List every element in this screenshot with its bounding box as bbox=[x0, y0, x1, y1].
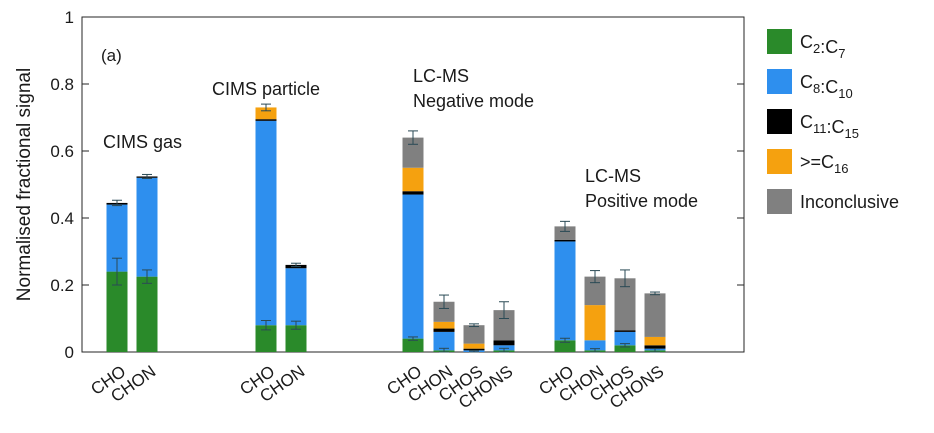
y-axis-label: Normalised fractional signal bbox=[14, 68, 35, 301]
legend-label: >=C16 bbox=[800, 152, 849, 176]
y-tick-label: 0.6 bbox=[50, 142, 74, 161]
y-tick-label: 0.2 bbox=[50, 276, 74, 295]
bar-segment-inconclusive bbox=[614, 278, 636, 331]
bar-segment-inconclusive bbox=[402, 137, 424, 168]
bar-segment-inconclusive bbox=[584, 276, 606, 306]
bar-segment-c8-c10 bbox=[433, 331, 455, 351]
legend-label: C2:C7 bbox=[800, 32, 845, 61]
bar-segment-c2-c7 bbox=[554, 340, 576, 352]
bar-segment-c11-c15 bbox=[554, 239, 576, 242]
bars bbox=[106, 103, 666, 353]
group-label: Positive mode bbox=[585, 191, 698, 211]
bar-segment-inconclusive bbox=[493, 310, 515, 341]
bar-segment--c16 bbox=[433, 321, 455, 329]
group-label: LC-MS bbox=[413, 66, 469, 86]
legend-swatch bbox=[767, 189, 792, 214]
bar-segment-c2-c7 bbox=[106, 271, 128, 352]
y-tick-label: 0.8 bbox=[50, 75, 74, 94]
panel-label: (a) bbox=[101, 46, 122, 65]
group-label: CIMS gas bbox=[103, 132, 182, 152]
bar-segment-c11-c15 bbox=[255, 119, 277, 121]
y-tick-label: 1 bbox=[65, 8, 74, 27]
bar-segment-c8-c10 bbox=[285, 268, 307, 326]
bar-segment-c2-c7 bbox=[285, 325, 307, 352]
legend-swatch bbox=[767, 69, 792, 94]
bar-segment-c8-c10 bbox=[614, 331, 636, 346]
group-label: Negative mode bbox=[413, 91, 534, 111]
y-tick-label: 0 bbox=[65, 343, 74, 362]
bar-segment--c16 bbox=[255, 107, 277, 120]
legend-label: C8:C10 bbox=[800, 72, 853, 101]
legend-label: Inconclusive bbox=[800, 192, 899, 212]
bar-segment-c2-c7 bbox=[614, 345, 636, 352]
group-label: CIMS particle bbox=[212, 79, 320, 99]
bar-segment-inconclusive bbox=[433, 301, 455, 322]
bar-segment-c8-c10 bbox=[136, 177, 158, 277]
bar-segment--c16 bbox=[584, 305, 606, 341]
legend-label: C11:C15 bbox=[800, 112, 859, 141]
bar-segment--c16 bbox=[644, 336, 666, 346]
bar-segment-c11-c15 bbox=[614, 330, 636, 332]
bar-segment-c8-c10 bbox=[493, 345, 515, 351]
bar-segment-c8-c10 bbox=[402, 194, 424, 339]
bar-segment-c11-c15 bbox=[644, 345, 666, 349]
bar-segment-inconclusive bbox=[463, 325, 485, 344]
bar-segment-inconclusive bbox=[644, 293, 666, 337]
bar-segment-inconclusive bbox=[554, 226, 576, 240]
bar-segment-c8-c10 bbox=[106, 204, 128, 272]
bar-segment-c11-c15 bbox=[433, 328, 455, 332]
bar-segment-c8-c10 bbox=[554, 241, 576, 341]
bar-segment--c16 bbox=[463, 343, 485, 349]
bar-segment-c11-c15 bbox=[493, 340, 515, 346]
group-label: LC-MS bbox=[585, 166, 641, 186]
legend-swatch bbox=[767, 29, 792, 54]
bar-segment-c2-c7 bbox=[255, 325, 277, 352]
bar-segment-c2-c7 bbox=[136, 276, 158, 352]
legend-swatch bbox=[767, 149, 792, 174]
bar-segment--c16 bbox=[402, 167, 424, 192]
legend-swatch bbox=[767, 109, 792, 134]
legend: C2:C7 C8:C10 C11:C15 >=C16 Inconclusive bbox=[767, 29, 899, 214]
bar-segment-c11-c15 bbox=[463, 348, 485, 351]
labels: Normalised fractional signal(a)CHOCHONCI… bbox=[14, 46, 698, 412]
bar-segment-c8-c10 bbox=[255, 120, 277, 326]
bar-segment-c2-c7 bbox=[402, 338, 424, 352]
bar-segment-c8-c10 bbox=[584, 340, 606, 351]
y-tick-label: 0.4 bbox=[50, 209, 74, 228]
bar-segment-c11-c15 bbox=[402, 191, 424, 195]
